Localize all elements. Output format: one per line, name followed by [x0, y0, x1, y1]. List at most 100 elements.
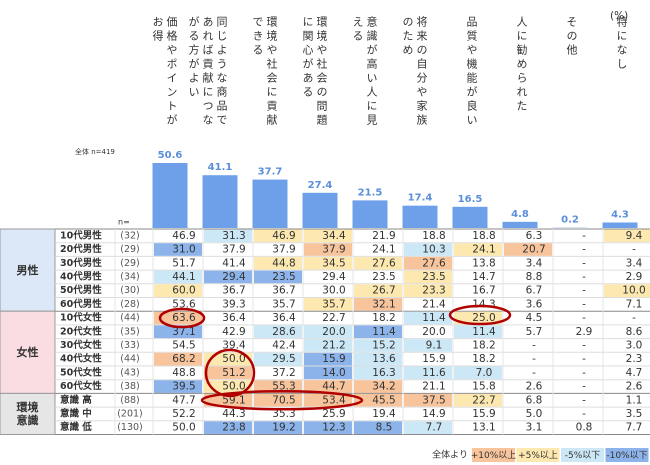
row-label: 20代女性 — [60, 325, 102, 337]
column-header: その他 — [565, 16, 578, 58]
cell-value: 35.7 — [322, 298, 345, 310]
cell-value: 3.1 — [526, 422, 543, 434]
cell-highlight — [454, 366, 502, 380]
column-header: 同じような商品であれば貢献につながる方がよい — [187, 16, 228, 128]
cell-highlight — [404, 421, 452, 434]
cell-value: 2.6 — [626, 381, 643, 393]
cell-highlight — [204, 270, 252, 284]
legend-swatch — [561, 448, 604, 462]
cell-value: 37.5 — [422, 394, 445, 406]
cell-value: 3.0 — [626, 339, 643, 351]
cell-value: 21.2 — [322, 339, 345, 351]
cell-value: 18.2 — [472, 353, 495, 365]
cell-highlight — [354, 380, 402, 393]
cell-value: 20.7 — [522, 244, 545, 256]
cell-value: 51.7 — [172, 257, 195, 269]
cell-value: - — [582, 257, 586, 269]
cell-value: 3.4 — [626, 257, 643, 269]
cell-value: 23.5 — [272, 271, 295, 283]
cell-highlight — [604, 229, 650, 243]
cell-value: - — [632, 244, 636, 256]
cell-value: 34.4 — [322, 230, 346, 242]
cell-value: 7.1 — [626, 298, 643, 310]
cell-value: 35.7 — [272, 298, 295, 310]
cell-highlight — [304, 421, 352, 434]
cell-highlight — [454, 243, 502, 256]
cell-value: 9.1 — [426, 339, 443, 351]
cell-value: 45.5 — [372, 394, 395, 406]
n-value: (130) — [117, 422, 143, 433]
cell-value: 34.2 — [372, 381, 395, 393]
bar-value-label: 0.2 — [561, 215, 579, 226]
cell-value: 21.4 — [422, 298, 446, 310]
row-label: 意識 高 — [60, 394, 92, 406]
row-label: 10代男性 — [60, 229, 102, 241]
cell-value: 22.7 — [472, 394, 495, 406]
cell-value: 12.3 — [322, 422, 345, 434]
cell-value: 15.9 — [472, 408, 495, 420]
cell-highlight — [404, 256, 452, 270]
annotation-circle — [204, 348, 256, 398]
cell-value: 2.6 — [526, 381, 543, 393]
cell-value: 31.0 — [172, 244, 195, 256]
cell-value: 37.9 — [222, 244, 245, 256]
cell-value: 30.0 — [322, 285, 345, 297]
cell-value: 41.4 — [222, 257, 246, 269]
bar — [202, 175, 238, 228]
cell-value: 5.0 — [526, 408, 543, 420]
n-value: (30) — [120, 285, 140, 296]
cell-highlight — [454, 325, 502, 339]
cell-highlight — [354, 393, 402, 407]
cell-highlight — [204, 366, 252, 380]
legend-label: +10%以上 — [471, 450, 517, 461]
cell-highlight — [304, 339, 352, 352]
cell-highlight — [204, 229, 252, 243]
cell-highlight — [304, 393, 352, 407]
bar-value-label: 4.8 — [511, 209, 529, 220]
cell-value: - — [582, 230, 586, 242]
cell-value: 5.7 — [526, 326, 543, 338]
cell-value: 23.3 — [422, 285, 445, 297]
cell-highlight — [404, 393, 452, 407]
cell-value: 29.4 — [222, 271, 246, 283]
n-value: (44) — [120, 313, 140, 324]
bar — [152, 163, 188, 228]
cell-value: 46.9 — [172, 230, 195, 242]
cell-value: 6.3 — [526, 230, 543, 242]
row-label: 意識 中 — [60, 407, 92, 419]
cell-highlight — [254, 393, 302, 407]
cell-value: 10.0 — [622, 285, 645, 297]
bar-value-label: 27.4 — [308, 180, 333, 191]
bar-value-label: 50.6 — [158, 150, 183, 161]
cell-value: 39.5 — [172, 381, 195, 393]
bar — [252, 179, 288, 228]
cell-value: 24.1 — [372, 244, 395, 256]
cell-highlight — [254, 325, 302, 339]
cell-value: 11.4 — [372, 326, 396, 338]
group-bg — [0, 310, 56, 394]
n-label: n= — [118, 218, 130, 227]
row-label: 50代男性 — [60, 284, 102, 296]
legend-swatch — [605, 448, 649, 462]
cell-value: 60.0 — [172, 285, 195, 297]
cell-value: 29.4 — [322, 271, 346, 283]
column-header: 環境や社会に貢献できる — [251, 16, 278, 128]
cell-value: 7.7 — [426, 422, 443, 434]
cell-highlight — [154, 284, 202, 297]
cell-highlight — [304, 325, 352, 339]
cell-value: 59.1 — [222, 394, 245, 406]
row-label: 40代男性 — [60, 270, 102, 282]
cell-value: - — [582, 408, 586, 420]
bar-value-label: 4.3 — [611, 209, 629, 220]
bar — [402, 205, 438, 228]
cell-highlight — [154, 243, 202, 256]
cell-value: 19.4 — [372, 408, 396, 420]
annotation-circle — [448, 304, 512, 326]
row-label: 30代女性 — [60, 339, 102, 351]
cell-value: 25.0 — [472, 312, 495, 324]
cell-value: 63.6 — [172, 312, 196, 324]
cell-value: - — [582, 298, 586, 310]
n-value: (34) — [120, 271, 140, 282]
